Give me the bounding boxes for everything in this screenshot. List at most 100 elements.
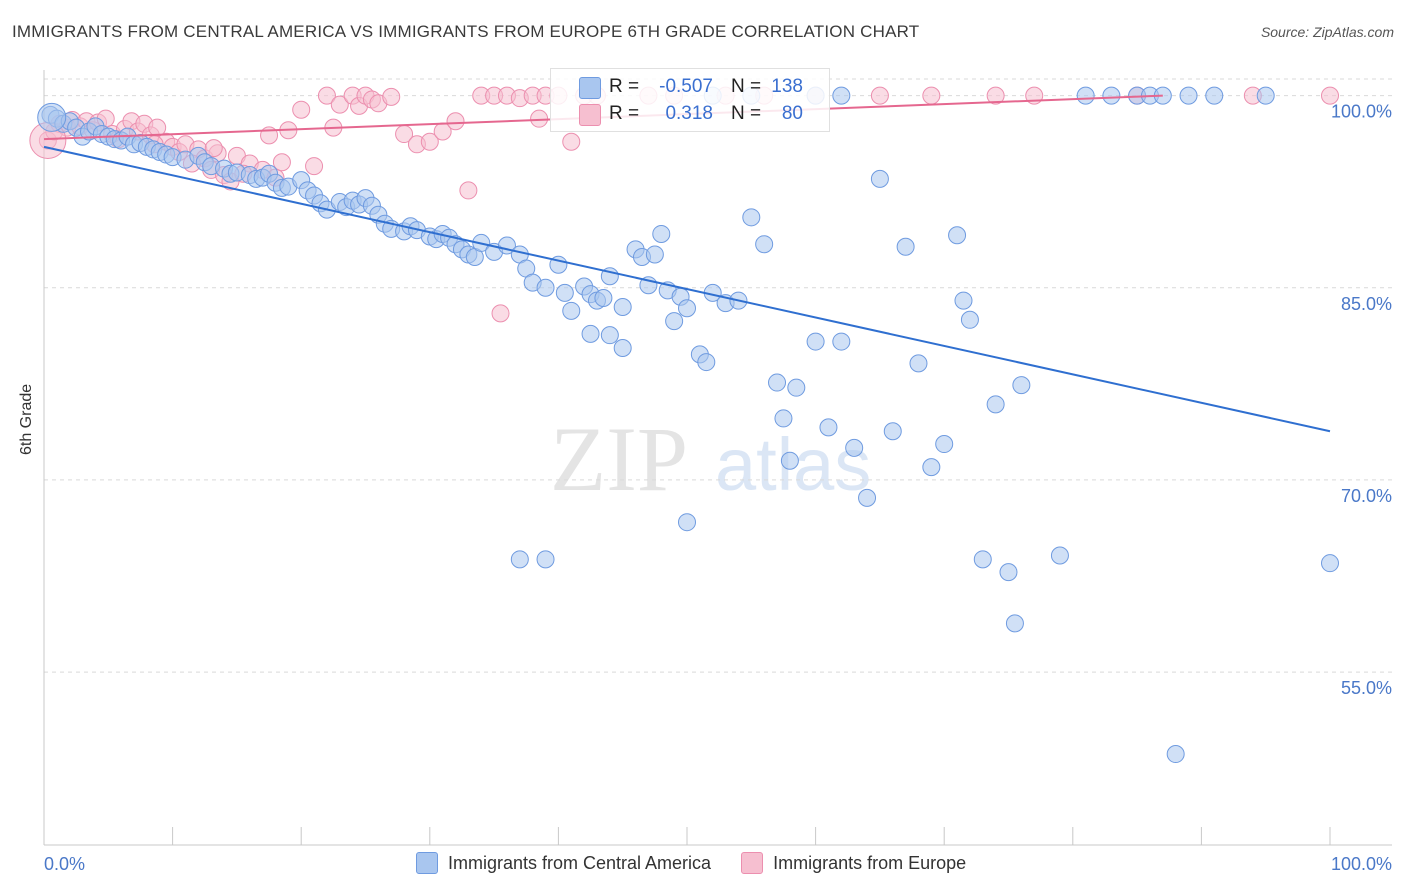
point-europe bbox=[330, 95, 349, 114]
point-central-america bbox=[922, 458, 941, 477]
point-central-america bbox=[870, 169, 889, 188]
point-central-america bbox=[555, 283, 574, 302]
point-central-america bbox=[973, 550, 992, 569]
legend-swatch-pink bbox=[741, 852, 764, 874]
legend-item-europe[interactable]: Immigrants from Europe bbox=[741, 852, 966, 874]
point-central-america bbox=[1012, 376, 1031, 395]
point-central-america bbox=[960, 310, 979, 329]
watermark: ZIP atlas bbox=[550, 408, 871, 510]
point-central-america bbox=[581, 324, 600, 343]
r-label: R = bbox=[609, 103, 640, 124]
point-central-america bbox=[954, 291, 973, 310]
point-central-america bbox=[832, 332, 851, 351]
point-europe bbox=[459, 181, 478, 200]
point-central-america bbox=[935, 435, 954, 454]
point-central-america bbox=[999, 563, 1018, 582]
trend-line-central-america bbox=[43, 145, 1331, 433]
chart-source: Source: ZipAtlas.com bbox=[1260, 24, 1394, 40]
point-europe bbox=[272, 153, 291, 172]
pink-swatch bbox=[579, 104, 601, 126]
point-central-america bbox=[1076, 86, 1095, 105]
point-central-america bbox=[780, 451, 799, 470]
point-central-america bbox=[832, 86, 851, 105]
point-central-america bbox=[613, 338, 632, 357]
point-central-america bbox=[613, 297, 632, 316]
y-tick-label: 70.0% bbox=[1341, 486, 1392, 506]
point-central-america bbox=[896, 237, 915, 256]
point-central-america bbox=[1005, 614, 1024, 633]
legend-swatch-blue bbox=[416, 852, 438, 874]
point-central-america bbox=[1166, 745, 1185, 764]
point-central-america bbox=[645, 245, 664, 264]
watermark-zip: ZIP bbox=[550, 408, 688, 510]
point-europe bbox=[491, 304, 510, 323]
point-central-america bbox=[697, 353, 716, 372]
point-central-america bbox=[1179, 86, 1198, 105]
point-central-america bbox=[652, 224, 671, 243]
n-value-central-america: 138 bbox=[771, 76, 803, 97]
chart-title: IMMIGRANTS FROM CENTRAL AMERICA VS IMMIG… bbox=[12, 22, 920, 41]
point-central-america bbox=[774, 409, 793, 428]
point-central-america bbox=[678, 513, 696, 532]
point-europe bbox=[1321, 86, 1339, 105]
point-central-america bbox=[909, 354, 928, 373]
stats-row-central-america: R = -0.507 N = 138 bbox=[551, 73, 829, 101]
point-central-america bbox=[755, 235, 774, 254]
x-tick-label-max: 100.0% bbox=[1331, 854, 1392, 874]
r-label: R = bbox=[609, 76, 640, 97]
point-central-america bbox=[678, 299, 696, 318]
point-central-america bbox=[665, 312, 684, 331]
point-europe bbox=[204, 139, 223, 158]
axes bbox=[43, 70, 1392, 846]
point-central-america bbox=[1102, 86, 1121, 105]
point-central-america bbox=[768, 373, 787, 392]
point-central-america bbox=[536, 278, 555, 297]
point-central-america bbox=[883, 422, 902, 441]
point-central-america bbox=[845, 438, 864, 457]
point-europe bbox=[446, 112, 465, 131]
point-central-america bbox=[37, 102, 67, 132]
point-central-america bbox=[510, 550, 529, 569]
point-central-america bbox=[536, 550, 555, 569]
n-value-europe: 80 bbox=[781, 103, 803, 124]
point-europe bbox=[292, 100, 311, 119]
y-tick-label: 55.0% bbox=[1341, 678, 1392, 698]
n-label: N = bbox=[731, 103, 762, 124]
point-central-america bbox=[1205, 86, 1224, 105]
legend-label-central-america: Immigrants from Central America bbox=[448, 852, 712, 873]
point-europe bbox=[317, 86, 336, 105]
stats-legend: R = -0.507 N = 138 R = 0.318 N = 80 bbox=[550, 68, 830, 132]
trend-lines bbox=[43, 94, 1331, 433]
point-central-america bbox=[1321, 554, 1339, 573]
point-central-america bbox=[986, 395, 1005, 414]
point-central-america bbox=[858, 488, 877, 507]
point-central-america bbox=[806, 332, 825, 351]
blue-swatch bbox=[579, 77, 601, 99]
r-value-central-america: -0.507 bbox=[659, 76, 713, 97]
y-tick-label: 85.0% bbox=[1341, 294, 1392, 314]
point-europe bbox=[870, 86, 889, 105]
point-europe bbox=[382, 87, 401, 106]
point-central-america bbox=[1050, 546, 1069, 565]
point-europe bbox=[420, 132, 439, 151]
x-tick-label-min: 0.0% bbox=[44, 854, 85, 874]
point-central-america bbox=[742, 208, 761, 227]
point-europe bbox=[986, 86, 1005, 105]
point-europe bbox=[562, 132, 581, 151]
bottom-legend: Immigrants from Central America Immigran… bbox=[416, 852, 996, 874]
tick-labels: 55.0% 70.0% 85.0% 100.0% 0.0% 100.0% bbox=[44, 102, 1392, 874]
point-central-america bbox=[594, 289, 613, 308]
legend-item-central-america[interactable]: Immigrants from Central America bbox=[416, 852, 711, 874]
point-central-america bbox=[819, 418, 838, 437]
point-central-america bbox=[1256, 86, 1275, 105]
point-europe bbox=[922, 86, 941, 105]
point-europe bbox=[305, 157, 324, 176]
stats-row-europe: R = 0.318 N = 80 bbox=[551, 100, 829, 128]
point-central-america bbox=[562, 301, 581, 320]
point-central-america bbox=[948, 226, 967, 245]
r-value-europe: 0.318 bbox=[665, 103, 713, 124]
point-central-america bbox=[600, 326, 619, 345]
n-label: N = bbox=[731, 76, 762, 97]
legend-label-europe: Immigrants from Europe bbox=[773, 852, 967, 873]
